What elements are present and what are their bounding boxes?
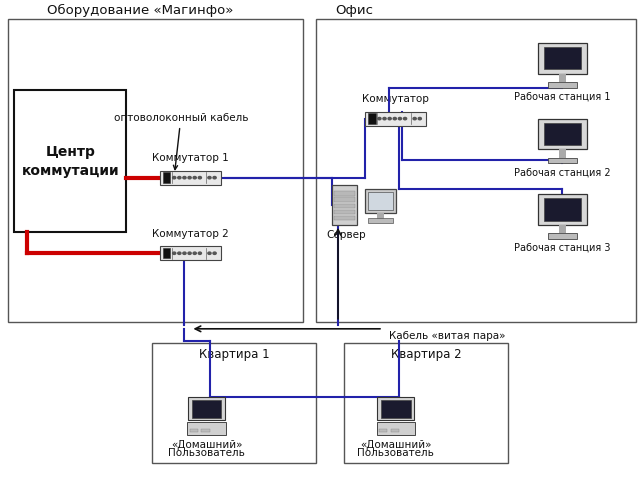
- Bar: [544, 47, 582, 69]
- Bar: [381, 399, 411, 418]
- Bar: [334, 216, 355, 220]
- Bar: [548, 158, 577, 163]
- Text: Центр: Центр: [45, 145, 95, 159]
- Bar: [379, 430, 388, 432]
- Circle shape: [198, 252, 202, 254]
- Text: Рабочая станция 1: Рабочая станция 1: [514, 91, 611, 102]
- Circle shape: [183, 252, 186, 254]
- Bar: [202, 430, 210, 432]
- Circle shape: [198, 176, 202, 179]
- Bar: [334, 191, 355, 195]
- Circle shape: [378, 117, 381, 120]
- Text: Пользователь: Пользователь: [357, 448, 434, 458]
- Bar: [160, 171, 221, 185]
- Bar: [368, 218, 393, 223]
- Text: Кабель «витая пара»: Кабель «витая пара»: [390, 331, 506, 341]
- Circle shape: [178, 176, 181, 179]
- Circle shape: [178, 252, 181, 254]
- Bar: [8, 20, 303, 322]
- Circle shape: [413, 117, 416, 120]
- Bar: [334, 204, 355, 208]
- Bar: [548, 233, 577, 239]
- Text: коммутации: коммутации: [21, 163, 119, 178]
- Circle shape: [213, 252, 216, 254]
- Text: Рабочая станция 3: Рабочая станция 3: [514, 243, 611, 253]
- Text: Офис: Офис: [335, 4, 373, 17]
- Circle shape: [393, 117, 396, 120]
- Circle shape: [193, 252, 196, 254]
- Bar: [316, 20, 636, 322]
- Bar: [334, 210, 355, 214]
- Bar: [187, 422, 226, 435]
- Bar: [548, 82, 577, 88]
- Text: Сервер: Сервер: [326, 229, 366, 240]
- Circle shape: [193, 176, 196, 179]
- Text: «Домашний»: «Домашний»: [171, 440, 242, 450]
- Text: Коммутатор 1: Коммутатор 1: [152, 153, 229, 163]
- Circle shape: [173, 176, 176, 179]
- Bar: [190, 430, 198, 432]
- Bar: [559, 225, 566, 233]
- Bar: [152, 343, 316, 464]
- Circle shape: [183, 176, 186, 179]
- Text: Квартира 1: Квартира 1: [198, 348, 269, 361]
- Circle shape: [173, 252, 176, 254]
- Circle shape: [213, 176, 216, 179]
- Bar: [544, 198, 582, 221]
- Text: Оборудование «Магинфо»: Оборудование «Магинфо»: [48, 4, 234, 17]
- Circle shape: [388, 117, 392, 120]
- Bar: [368, 114, 375, 124]
- Circle shape: [188, 252, 191, 254]
- Bar: [163, 172, 171, 183]
- Bar: [163, 248, 171, 259]
- Bar: [345, 343, 508, 464]
- Bar: [377, 397, 414, 421]
- Bar: [377, 213, 384, 219]
- Circle shape: [188, 176, 191, 179]
- Text: Коммутатор 2: Коммутатор 2: [152, 229, 229, 239]
- Text: Рабочая станция 2: Рабочая станция 2: [514, 167, 611, 177]
- Text: Квартира 2: Квартира 2: [391, 348, 462, 361]
- Bar: [160, 246, 221, 260]
- Circle shape: [398, 117, 401, 120]
- Bar: [544, 123, 582, 145]
- Text: Коммутатор: Коммутатор: [363, 94, 429, 104]
- Bar: [334, 197, 355, 202]
- Circle shape: [208, 176, 211, 179]
- Bar: [368, 192, 393, 210]
- Bar: [365, 112, 426, 125]
- Bar: [14, 90, 126, 232]
- Bar: [192, 399, 222, 418]
- Text: оптоволоконный кабель: оптоволоконный кабель: [113, 113, 248, 170]
- Bar: [538, 194, 587, 225]
- Bar: [391, 430, 399, 432]
- Circle shape: [383, 117, 386, 120]
- Circle shape: [418, 117, 421, 120]
- Circle shape: [208, 252, 211, 254]
- Bar: [365, 190, 396, 213]
- Text: Пользователь: Пользователь: [168, 448, 245, 458]
- Bar: [188, 397, 225, 421]
- Text: «Домашний»: «Домашний»: [360, 440, 431, 450]
- Bar: [559, 74, 566, 82]
- Bar: [377, 422, 415, 435]
- Bar: [559, 149, 566, 158]
- Bar: [538, 119, 587, 149]
- Circle shape: [403, 117, 406, 120]
- Bar: [332, 185, 357, 225]
- Bar: [538, 43, 587, 74]
